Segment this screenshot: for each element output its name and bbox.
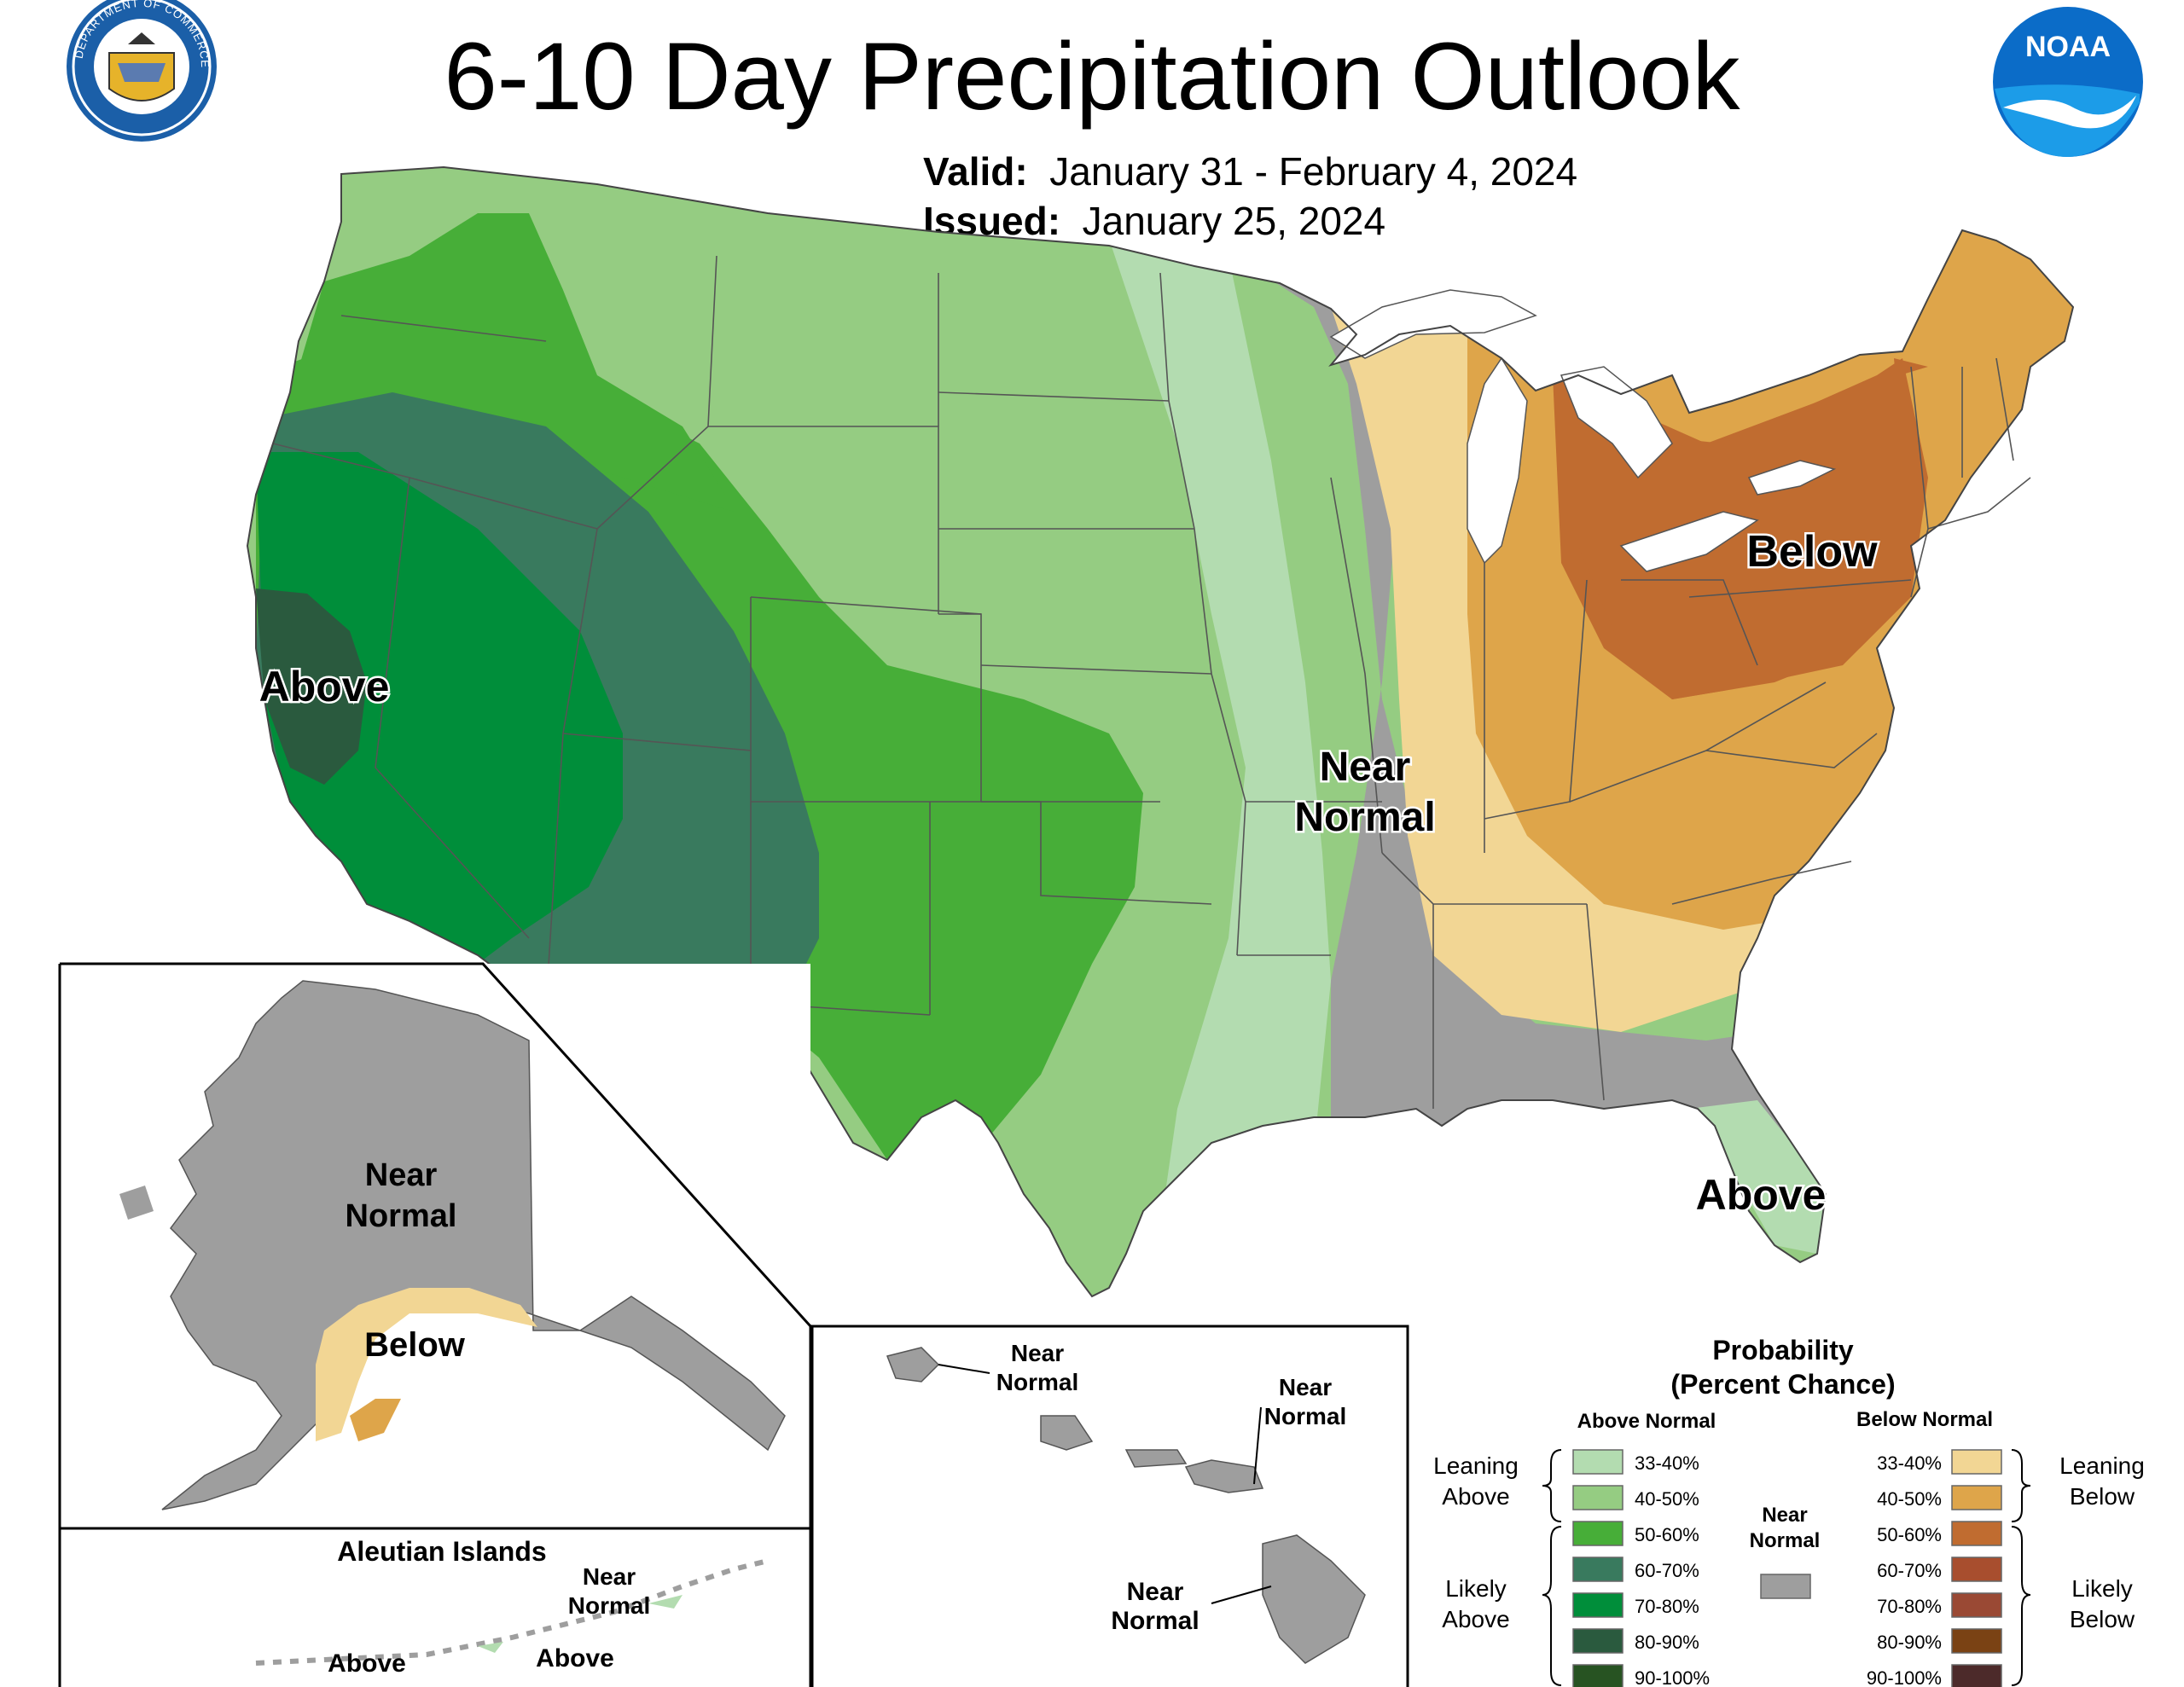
- legend-above-swatch-5: [1572, 1628, 1623, 1654]
- legend-below-swatch-6: [1951, 1664, 2002, 1687]
- ak-near-1: Near: [365, 1157, 438, 1193]
- legend-likely-below-2: Below: [2070, 1606, 2135, 1632]
- legend-above-swatch-3: [1572, 1557, 1623, 1582]
- legend-below-label-0: 33-40%: [1877, 1452, 1942, 1474]
- hawaii-inset: Near Normal Near Normal Near Normal: [810, 1325, 1409, 1687]
- noaa-logo-icon: NOAA: [1993, 7, 2143, 157]
- legend-above-label-1: 40-50%: [1635, 1488, 1699, 1510]
- hi-big-island-1: Near: [1127, 1578, 1184, 1606]
- legend-above-swatch-1: [1572, 1485, 1623, 1510]
- valid-dates: Valid: January 31 - February 4, 2024 Iss…: [923, 147, 1577, 246]
- hi-maui-2: Normal: [1264, 1403, 1346, 1429]
- legend-near-2: Normal: [1750, 1529, 1821, 1552]
- aleutian-near-1: Near: [583, 1563, 636, 1590]
- label-central-near-1: Near: [1320, 745, 1411, 790]
- legend-near-swatch: [1760, 1574, 1811, 1599]
- legend-above-swatch-4: [1572, 1592, 1623, 1618]
- label-central-near-2: Normal: [1294, 795, 1435, 840]
- legend-below-label-6: 90-100%: [1867, 1667, 1942, 1687]
- legend-likely-above-1: Likely: [1445, 1575, 1507, 1602]
- noaa-text: NOAA: [2025, 31, 2111, 63]
- legend-leaning-below-1: Leaning: [2059, 1452, 2145, 1479]
- hi-maui-1: Near: [1279, 1374, 1332, 1400]
- legend-leaning-below-2: Below: [2070, 1483, 2135, 1510]
- label-west-above: Above: [259, 663, 390, 710]
- issued-value: January 25, 2024: [1082, 199, 1386, 243]
- legend: Probability (Percent Chance) Above Norma…: [1433, 1335, 2145, 1687]
- legend-above-header: Above Normal: [1577, 1410, 1716, 1433]
- legend-likely-above-2: Above: [1442, 1606, 1509, 1632]
- hi-big-island-2: Normal: [1111, 1607, 1199, 1635]
- label-florida-above: Above: [1696, 1171, 1827, 1219]
- aleutian-title: Aleutian Islands: [337, 1536, 546, 1567]
- legend-below-label-3: 60-70%: [1877, 1560, 1942, 1581]
- legend-above-swatch-6: [1572, 1664, 1623, 1687]
- page-title: 6-10 Day Precipitation Outlook: [444, 23, 1740, 130]
- valid-value: January 31 - February 4, 2024: [1049, 149, 1578, 194]
- legend-above-swatch-0: [1572, 1449, 1623, 1475]
- legend-above-label-2: 50-60%: [1635, 1524, 1699, 1545]
- great-lakes: [1329, 289, 1837, 572]
- ak-near-2: Normal: [346, 1198, 457, 1234]
- legend-below-swatch-4: [1951, 1592, 2002, 1618]
- aleutian-above-2: Above: [536, 1644, 614, 1673]
- legend-above-label-5: 80-90%: [1635, 1632, 1699, 1653]
- legend-above-label-0: 33-40%: [1635, 1452, 1699, 1474]
- legend-below-label-5: 80-90%: [1877, 1632, 1942, 1653]
- legend-below-swatch-2: [1951, 1521, 2002, 1546]
- legend-title-2: (Percent Chance): [1670, 1369, 1895, 1400]
- legend-above-swatch-2: [1572, 1521, 1623, 1546]
- legend-near-1: Near: [1762, 1504, 1807, 1527]
- legend-below-label-2: 50-60%: [1877, 1524, 1942, 1545]
- legend-below-swatch-5: [1951, 1628, 2002, 1654]
- legend-below-header: Below Normal: [1856, 1408, 1993, 1431]
- commerce-seal-icon: DEPARTMENT OF COMMERCE · UNITED STATES O…: [0, 0, 217, 142]
- hi-kauai-1: Near: [1011, 1340, 1064, 1366]
- legend-below-label-4: 70-80%: [1877, 1596, 1942, 1617]
- alaska-inset: Near Normal Below Aleutian Islands Near …: [58, 962, 812, 1687]
- legend-below-swatch-0: [1951, 1449, 2002, 1475]
- legend-above-swatches: 33-40% 40-50% 50-60% 60-70% 70-80% 80-90% 90-1…: [1572, 1449, 1710, 1687]
- legend-below-swatches: 33-40% 40-50% 50-60% 60-70% 70-80% 80-90% 90-1…: [1867, 1449, 2002, 1687]
- valid-label: Valid:: [923, 149, 1028, 194]
- legend-leaning-above-1: Leaning: [1433, 1452, 1519, 1479]
- hi-kauai-2: Normal: [996, 1369, 1078, 1395]
- legend-title-1: Probability: [1712, 1335, 1854, 1365]
- legend-likely-below-1: Likely: [2071, 1575, 2133, 1602]
- legend-above-label-6: 90-100%: [1635, 1667, 1710, 1687]
- legend-above-label-4: 70-80%: [1635, 1596, 1699, 1617]
- legend-leaning-above-2: Above: [1442, 1483, 1509, 1510]
- state-boundaries: [272, 255, 2031, 1109]
- legend-above-label-3: 60-70%: [1635, 1560, 1699, 1581]
- aleutian-above-1: Above: [328, 1649, 406, 1678]
- label-northeast-below: Below: [1746, 527, 1878, 577]
- aleutian-near-2: Normal: [568, 1592, 650, 1619]
- legend-below-swatch-1: [1951, 1485, 2002, 1510]
- ak-below: Below: [364, 1326, 466, 1364]
- legend-below-swatch-3: [1951, 1557, 2002, 1582]
- legend-below-label-1: 40-50%: [1877, 1488, 1942, 1510]
